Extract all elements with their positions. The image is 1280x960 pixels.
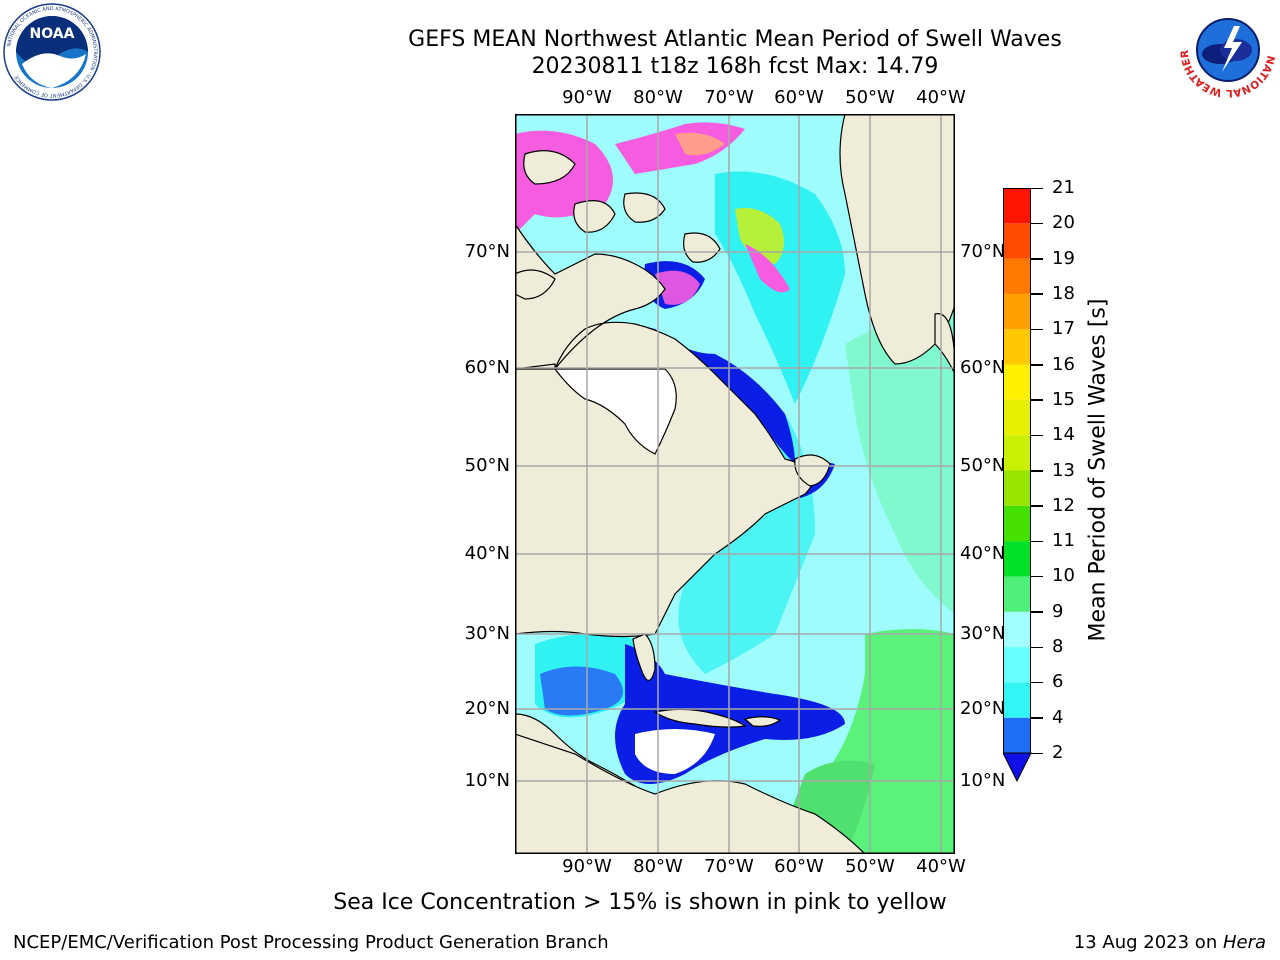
colorbar-tick-label: 19	[1052, 247, 1075, 269]
footer-date-prefix: 13 Aug 2023 on	[1073, 932, 1223, 953]
colorbar-bin	[1003, 223, 1031, 259]
lon-label-top: 70°W	[704, 87, 754, 108]
colorbar-tick-label: 16	[1052, 353, 1075, 375]
colorbar-tick-mark	[1031, 328, 1043, 331]
colorbar-tick-mark	[1031, 646, 1043, 649]
lat-label-left: 30°N	[464, 623, 510, 644]
lat-label-right: 60°N	[960, 357, 1006, 378]
colorbar-tick-mark	[1031, 222, 1043, 225]
colorbar-bin	[1003, 258, 1031, 294]
colorbar-bin	[1003, 717, 1031, 753]
colorbar-bin	[1003, 435, 1031, 471]
colorbar-bin	[1003, 505, 1031, 542]
footer-date: 13 Aug 2023 on Hera	[1074, 932, 1266, 953]
lon-label-top: 90°W	[562, 87, 612, 108]
colorbar-tick-label: 4	[1052, 706, 1064, 728]
lon-label-top: 50°W	[845, 87, 895, 108]
chart-title: GEFS MEAN Northwest Atlantic Mean Period…	[408, 27, 1062, 52]
colorbar-tick-label: 12	[1052, 494, 1075, 516]
land-masses	[516, 115, 954, 853]
colorbar	[1002, 188, 1043, 788]
colorbar-bin	[1003, 470, 1031, 506]
colorbar-tick-label: 17	[1052, 318, 1075, 340]
colorbar-tick-label: 15	[1052, 388, 1075, 410]
lat-label-left: 40°N	[464, 543, 510, 564]
colorbar-tick-mark	[1031, 611, 1043, 613]
sea-ice-note-text: Sea Ice Concentration > 15% is shown in …	[333, 890, 947, 915]
colorbar-tick-label: 18	[1052, 282, 1075, 304]
colorbar-tick-mark	[1031, 187, 1043, 189]
colorbar-tick-label: 9	[1052, 600, 1064, 622]
lat-label-left: 10°N	[464, 770, 510, 791]
map-gridlines	[516, 115, 954, 853]
footer-credit: NCEP/EMC/Verification Post Processing Pr…	[13, 932, 609, 953]
lon-label-bottom: 50°W	[845, 856, 895, 877]
colorbar-tick-mark	[1031, 364, 1043, 366]
colorbar-tick-label: 8	[1052, 636, 1064, 658]
colorbar-tick-mark	[1031, 505, 1043, 507]
lon-label-bottom: 80°W	[633, 856, 683, 877]
map-panel	[515, 114, 955, 854]
lat-label-right: 20°N	[960, 698, 1006, 719]
colorbar-bin	[1003, 576, 1031, 612]
lon-label-bottom: 60°W	[774, 856, 824, 877]
colorbar-tick-label: 6	[1052, 671, 1064, 693]
colorbar-bin	[1003, 293, 1031, 330]
colorbar-bin	[1003, 188, 1031, 224]
lon-label-top: 40°W	[916, 87, 966, 108]
colorbar-tick-mark	[1031, 752, 1043, 754]
colorbar-tick-mark	[1031, 717, 1043, 719]
colorbar-tick-mark	[1031, 399, 1043, 401]
colorbar-bin	[1003, 541, 1031, 577]
lat-label-right: 10°N	[960, 770, 1006, 791]
lon-label-bottom: 40°W	[916, 856, 966, 877]
colorbar-bin	[1003, 399, 1031, 436]
colorbar-tick-label: 2	[1052, 742, 1064, 763]
colorbar-tick-label: 20	[1052, 212, 1075, 234]
nws-logo: NATIONAL WEATHER SERVICE	[1174, 0, 1278, 100]
colorbar-label: Mean Period of Swell Waves [s]	[1085, 298, 1111, 642]
lat-label-left: 60°N	[464, 357, 510, 378]
colorbar-tick-mark	[1031, 575, 1043, 578]
lat-label-right: 70°N	[960, 241, 1006, 262]
colorbar-tick-label: 14	[1052, 424, 1075, 446]
colorbar-tick-label: 10	[1052, 565, 1075, 587]
colorbar-bin	[1003, 611, 1031, 648]
lat-label-right: 50°N	[960, 455, 1006, 476]
colorbar-bin	[1003, 647, 1031, 683]
lat-label-left: 50°N	[464, 455, 510, 476]
lon-label-bottom: 70°W	[704, 856, 754, 877]
colorbar-bin	[1003, 682, 1031, 718]
colorbar-tick-mark	[1031, 434, 1043, 437]
noaa-logo-text: NOAA	[30, 26, 75, 42]
colorbar-tick-mark	[1031, 540, 1043, 543]
lon-label-top: 80°W	[633, 87, 683, 108]
colorbar-tick-mark	[1031, 258, 1043, 260]
colorbar-tick-label: 21	[1052, 177, 1075, 198]
footer-host: Hera	[1222, 932, 1266, 953]
noaa-logo: NOAA NATIONAL OCEANIC AND ATMOSPHERIC AD…	[2, 2, 102, 102]
lat-label-right: 40°N	[960, 543, 1006, 564]
colorbar-frame	[1003, 188, 1031, 754]
colorbar-extend-arrow	[1002, 752, 1032, 783]
chart-subtitle: 20230811 t18z 168h fcst Max: 14.79	[531, 54, 939, 79]
colorbar-tick-label: 13	[1052, 459, 1075, 481]
lat-label-right: 30°N	[960, 623, 1006, 644]
colorbar-tick-label: 11	[1052, 530, 1075, 552]
lon-label-bottom: 90°W	[562, 856, 612, 877]
sea-ice-note: Sea Ice Concentration > 15% is shown in …	[0, 890, 1280, 915]
map-frame	[515, 114, 955, 854]
colorbar-tick-mark	[1031, 681, 1043, 684]
lon-label-top: 60°W	[774, 87, 824, 108]
colorbar-tick-mark	[1031, 293, 1043, 295]
lat-label-left: 20°N	[464, 698, 510, 719]
colorbar-bin	[1003, 364, 1031, 400]
colorbar-tick-mark	[1031, 470, 1043, 472]
lat-label-left: 70°N	[464, 241, 510, 262]
colorbar-bin	[1003, 329, 1031, 365]
